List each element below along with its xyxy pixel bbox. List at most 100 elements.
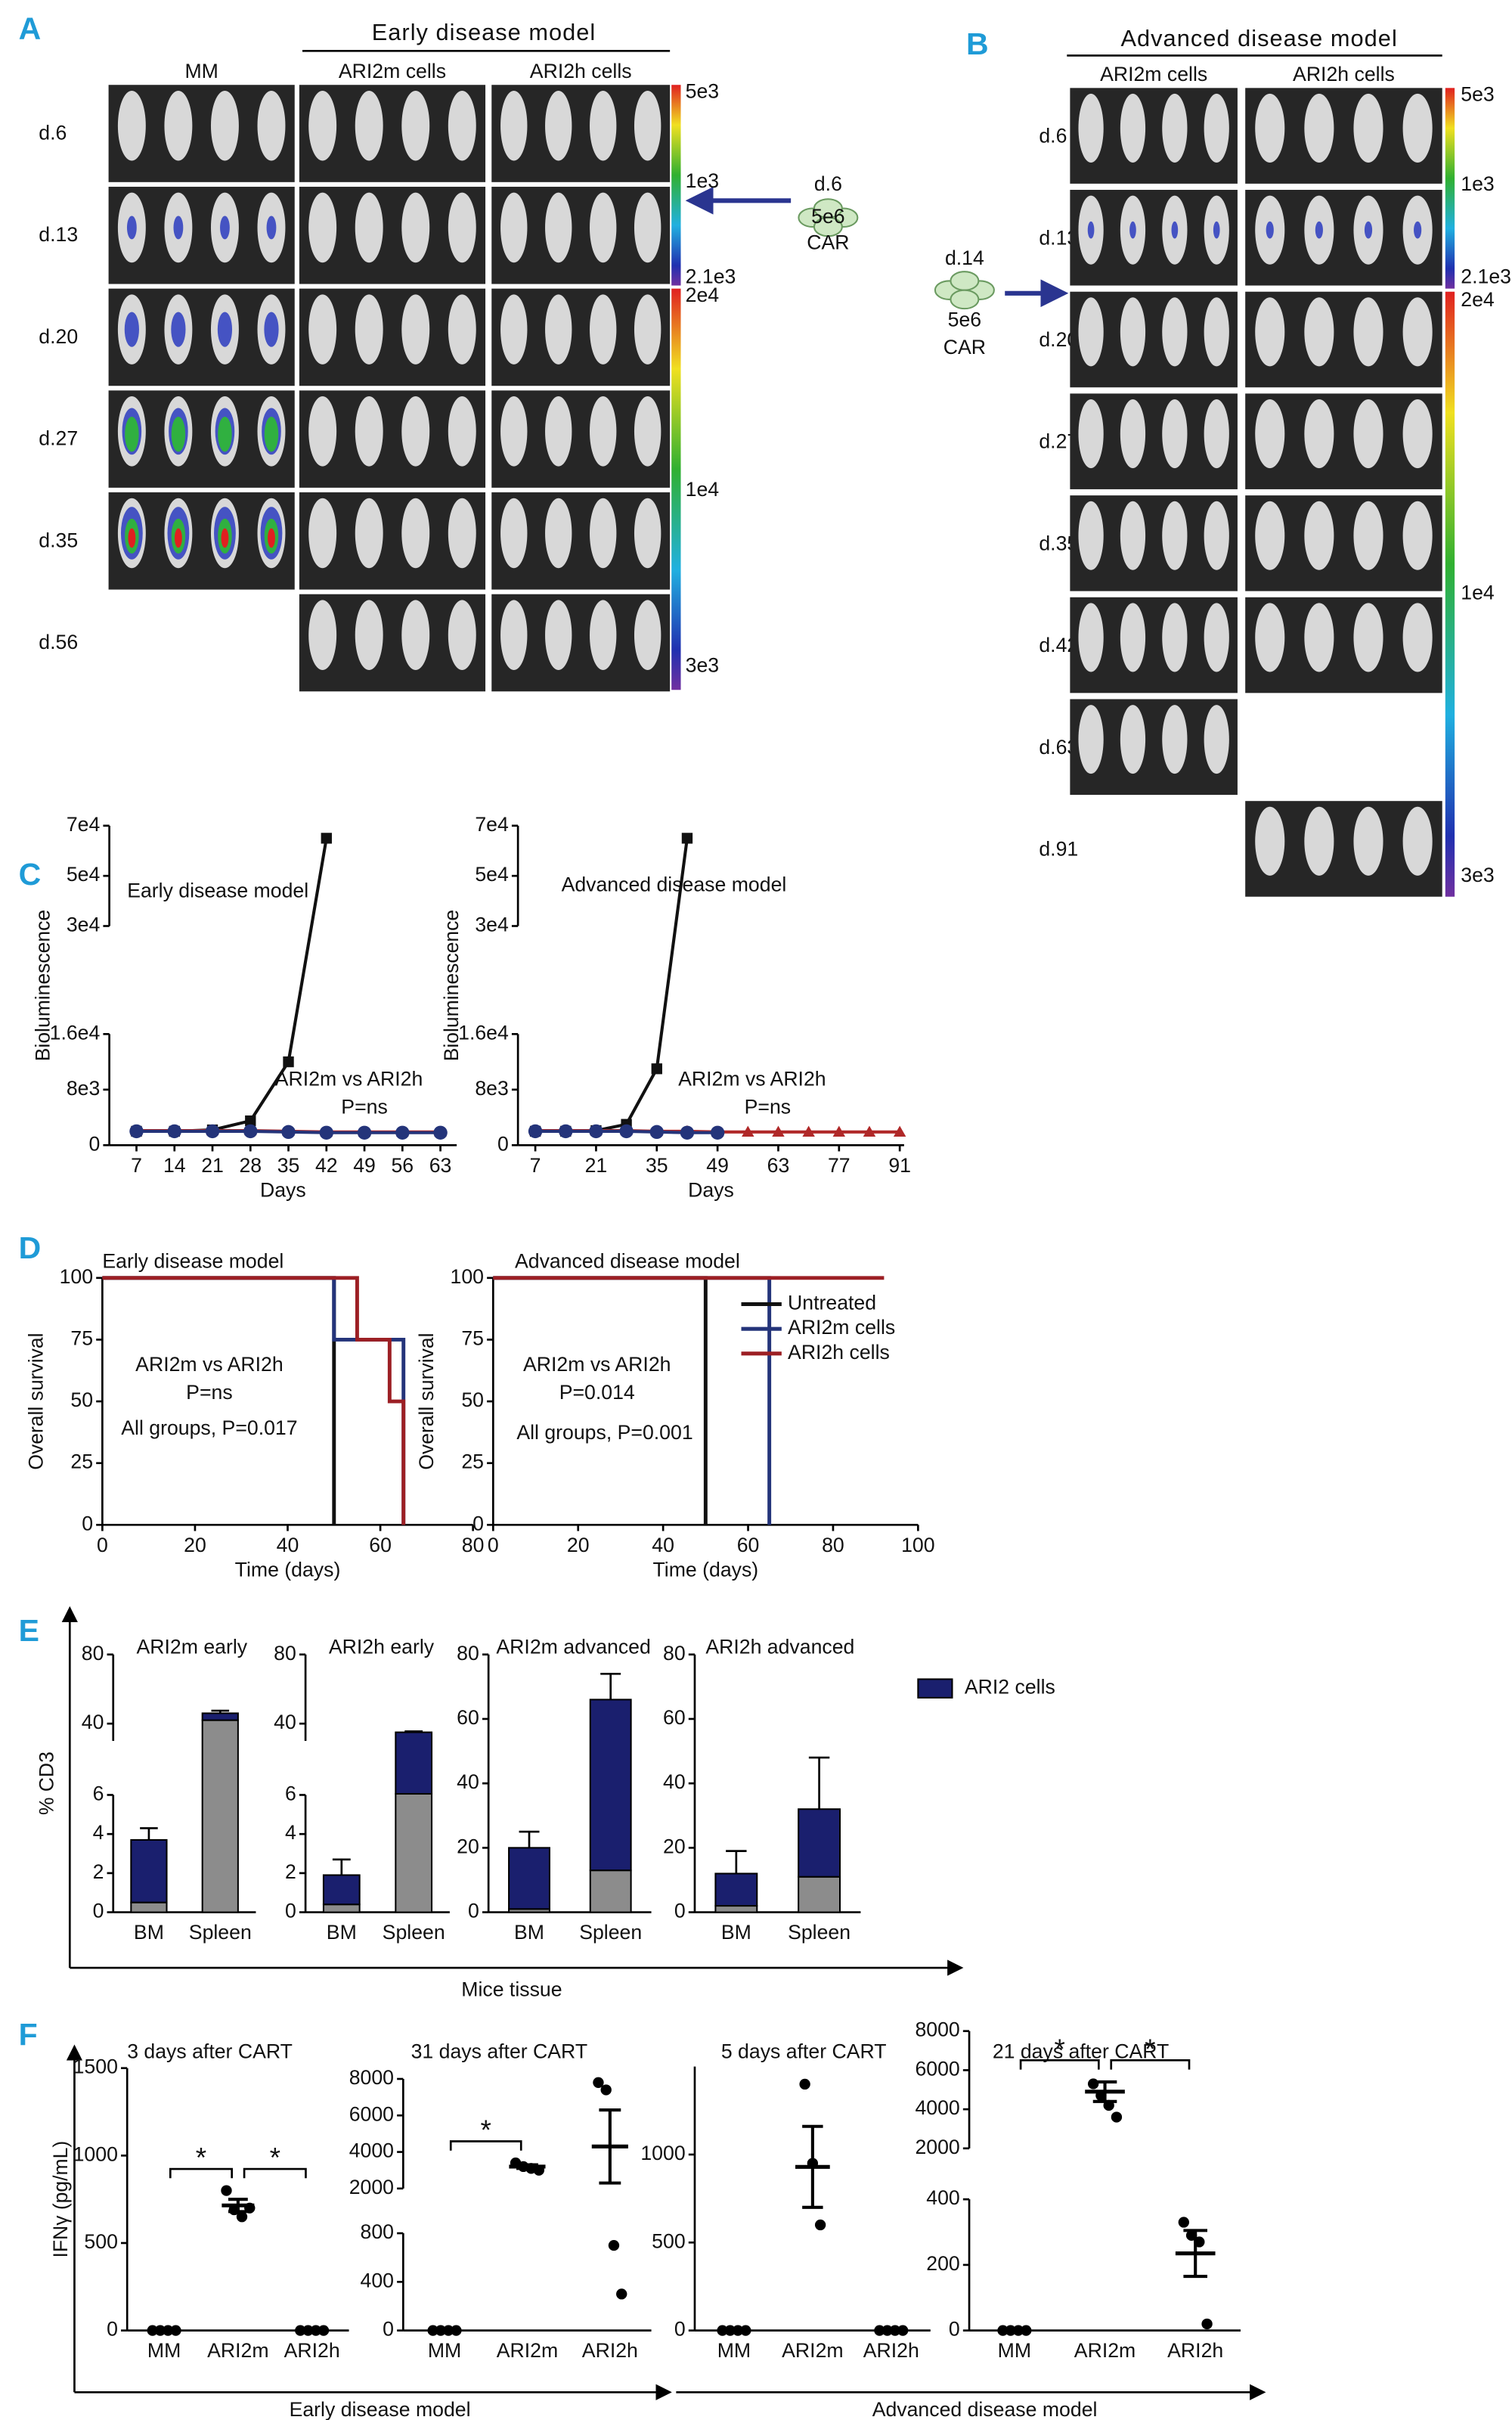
mouse: [1078, 297, 1104, 367]
signal: [1129, 221, 1136, 239]
marker: [245, 1115, 256, 1127]
signal: [171, 417, 186, 452]
y-tick-label: 1000: [640, 2142, 685, 2164]
y-tick-label: 0: [949, 2318, 960, 2341]
y-tick-label: 0: [285, 1900, 296, 1922]
mouse: [210, 90, 239, 161]
mouse: [308, 600, 337, 670]
mouse: [634, 498, 662, 569]
panel-header: Advanced disease model: [1120, 25, 1397, 51]
marker: [649, 1125, 665, 1140]
y-tick-label: 8000: [349, 2066, 394, 2089]
y-tick-label: 2000: [915, 2136, 959, 2158]
mouse: [257, 90, 286, 161]
axis-title: Time (days): [652, 1559, 758, 1581]
y-tick-label: 20: [663, 1835, 686, 1857]
y-tick-label: 50: [70, 1388, 93, 1411]
annotation: All groups, P=0.001: [516, 1421, 692, 1444]
mouse: [448, 396, 476, 467]
mouse: [401, 600, 430, 670]
scale-label: 1e4: [1461, 582, 1494, 604]
significance-bracket: [1019, 2059, 1100, 2070]
data-point: [451, 2325, 462, 2336]
row-label: d.27: [39, 427, 78, 450]
mouse: [545, 90, 572, 161]
mouse: [1402, 93, 1433, 163]
mouse: [1204, 603, 1229, 672]
axis-title: Advanced disease model: [872, 2398, 1098, 2420]
scale-label: 1e4: [686, 478, 719, 501]
signal: [221, 528, 229, 548]
error-bar: [802, 2124, 823, 2209]
mouse: [545, 396, 572, 467]
injection-label: CAR: [943, 336, 986, 358]
data-point: [593, 2077, 604, 2088]
annotation: ARI2m vs ARI2h: [135, 1353, 283, 1376]
mouse: [1120, 93, 1146, 163]
signal: [174, 528, 182, 548]
marker: [893, 1125, 906, 1137]
signal: [171, 312, 186, 347]
data-point: [221, 2185, 232, 2196]
mouse: [500, 192, 528, 263]
mouse: [500, 294, 528, 365]
x-tick-label: 20: [567, 1534, 590, 1556]
marker: [129, 1124, 144, 1139]
marker: [589, 1124, 603, 1139]
significance-bracket: [169, 2167, 233, 2179]
mouse: [1255, 297, 1285, 367]
axis-title: Time (days): [235, 1559, 341, 1581]
x-tick-label: 21: [201, 1154, 224, 1177]
signal: [268, 528, 275, 548]
legend-label: ARI2m cells: [788, 1316, 895, 1339]
y-tick-label: 8000: [915, 2018, 959, 2041]
legend-label: ARI2h cells: [788, 1341, 890, 1364]
x-tick-label: BM: [514, 1921, 544, 1944]
y-tick-label: 0: [93, 1900, 104, 1922]
y-tick-label: 0: [383, 2318, 394, 2341]
panel-label: F: [19, 2018, 38, 2052]
x-tick-label: 40: [652, 1534, 674, 1556]
y-tick-label: 400: [926, 2186, 959, 2209]
axis-title: Overall survival: [24, 1333, 47, 1469]
signal: [220, 216, 230, 240]
x-tick-label: 100: [901, 1534, 934, 1556]
data-point: [435, 2325, 447, 2336]
data-point: [1178, 2217, 1189, 2228]
row-label: d.6: [39, 122, 67, 144]
mouse: [545, 294, 572, 365]
x-tick-label: 20: [184, 1534, 206, 1556]
marker: [395, 1125, 410, 1140]
mouse: [308, 90, 337, 161]
mouse: [590, 396, 617, 467]
bar-segment: [130, 1838, 168, 1903]
mouse: [308, 192, 337, 263]
mouse: [355, 600, 383, 670]
y-tick-label: 75: [70, 1327, 93, 1350]
error-bar: [332, 1858, 351, 1876]
y-tick-label: 4: [285, 1821, 296, 1844]
scale-label: 3e3: [686, 654, 719, 677]
annotation: P=ns: [186, 1381, 232, 1404]
marker: [742, 1125, 754, 1137]
color-scale: [1445, 88, 1455, 289]
mouse: [545, 600, 572, 670]
chart-title: 5 days after CART: [721, 2040, 887, 2062]
y-tick-label: 4000: [915, 2096, 959, 2119]
x-tick-label: 7: [530, 1154, 541, 1177]
survival-line: [102, 1276, 406, 1525]
signal: [1171, 221, 1179, 239]
signal: [266, 216, 277, 240]
axis-title: Mice tissue: [461, 1978, 562, 2001]
x-tick-label: 40: [277, 1534, 299, 1556]
panel-label: B: [966, 26, 989, 61]
color-scale: [1445, 291, 1455, 897]
y-tick-label: 1.6e4: [50, 1021, 101, 1044]
mouse: [448, 192, 476, 263]
data-point: [236, 2211, 248, 2223]
data-point: [997, 2325, 1009, 2336]
x-tick-label: 0: [488, 1534, 499, 1556]
marker: [167, 1124, 181, 1139]
mouse: [590, 90, 617, 161]
x-tick-label: 91: [888, 1154, 911, 1177]
